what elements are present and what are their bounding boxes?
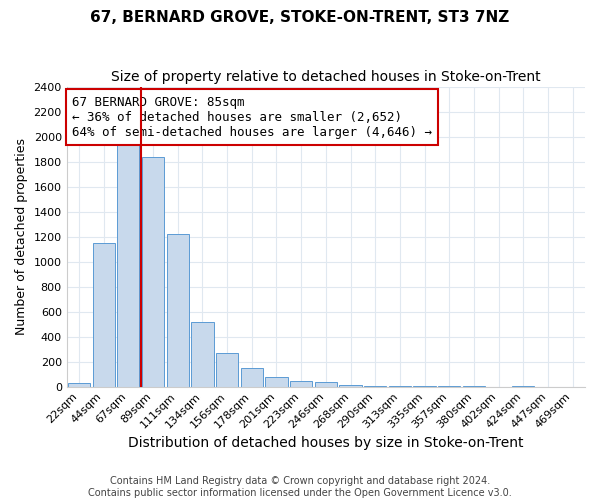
Title: Size of property relative to detached houses in Stoke-on-Trent: Size of property relative to detached ho…: [111, 70, 541, 84]
Text: Contains HM Land Registry data © Crown copyright and database right 2024.
Contai: Contains HM Land Registry data © Crown c…: [88, 476, 512, 498]
Bar: [216, 354, 238, 386]
Text: 67, BERNARD GROVE, STOKE-ON-TRENT, ST3 7NZ: 67, BERNARD GROVE, STOKE-ON-TRENT, ST3 7…: [91, 10, 509, 25]
X-axis label: Distribution of detached houses by size in Stoke-on-Trent: Distribution of detached houses by size …: [128, 436, 524, 450]
Bar: [315, 382, 337, 386]
Bar: [265, 377, 287, 386]
Bar: [142, 156, 164, 386]
Y-axis label: Number of detached properties: Number of detached properties: [15, 138, 28, 335]
Bar: [68, 384, 90, 386]
Text: 67 BERNARD GROVE: 85sqm
← 36% of detached houses are smaller (2,652)
64% of semi: 67 BERNARD GROVE: 85sqm ← 36% of detache…: [72, 96, 432, 138]
Bar: [92, 243, 115, 386]
Bar: [241, 368, 263, 386]
Bar: [117, 143, 139, 386]
Bar: [290, 380, 312, 386]
Bar: [191, 322, 214, 386]
Bar: [167, 234, 189, 386]
